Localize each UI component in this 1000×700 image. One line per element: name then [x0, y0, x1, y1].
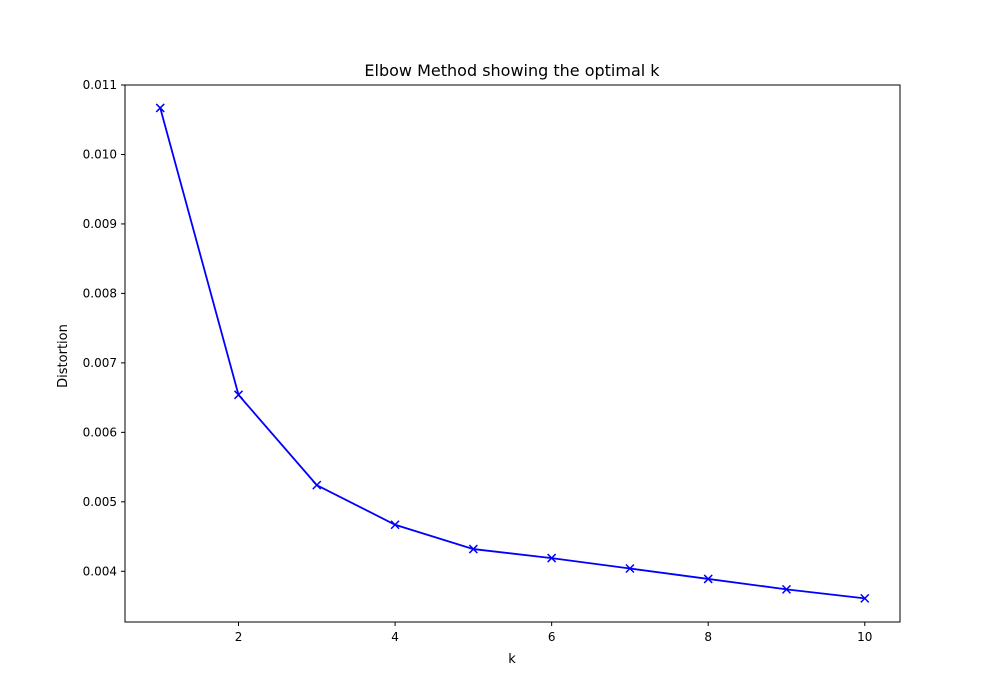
plot-area-frame: [124, 84, 901, 623]
series-layer: [155, 103, 870, 603]
x-axis-ticks: 2 4 6 8 10: [235, 622, 872, 644]
y-tick-label: 0.010: [83, 147, 117, 161]
data-point-marker: [233, 390, 244, 400]
data-point-marker: [781, 584, 792, 594]
y-tick-label: 0.004: [83, 564, 117, 578]
data-point-marker: [860, 593, 870, 603]
y-tick-label: 0.006: [83, 425, 117, 439]
data-point-marker: [468, 544, 478, 554]
x-tick-label: 4: [391, 630, 399, 644]
chart-title: Elbow Method showing the optimal k: [364, 61, 660, 80]
y-tick-label: 0.007: [83, 356, 117, 370]
data-point-marker: [155, 103, 165, 113]
data-point-marker: [625, 563, 635, 574]
x-tick-label: 2: [235, 630, 243, 644]
x-tick-label: 6: [548, 630, 556, 644]
x-axis-label: k: [508, 652, 516, 667]
x-tick-label: 10: [857, 630, 872, 644]
y-tick-label: 0.009: [83, 217, 117, 231]
y-tick-label: 0.008: [83, 286, 117, 300]
series-line: [159, 107, 865, 600]
data-point-marker: [390, 520, 400, 530]
x-tick-label: 8: [704, 630, 712, 644]
y-axis-label: Distortion: [56, 324, 71, 388]
y-tick-label: 0.005: [83, 495, 117, 509]
y-axis-ticks: 0.004 0.005 0.006 0.007 0.008 0.009 0.010 0.011: [83, 78, 125, 578]
y-tick-label: 0.011: [83, 78, 117, 92]
data-point-marker: [312, 480, 322, 490]
data-point-marker: [547, 553, 557, 563]
data-point-marker: [703, 574, 713, 584]
